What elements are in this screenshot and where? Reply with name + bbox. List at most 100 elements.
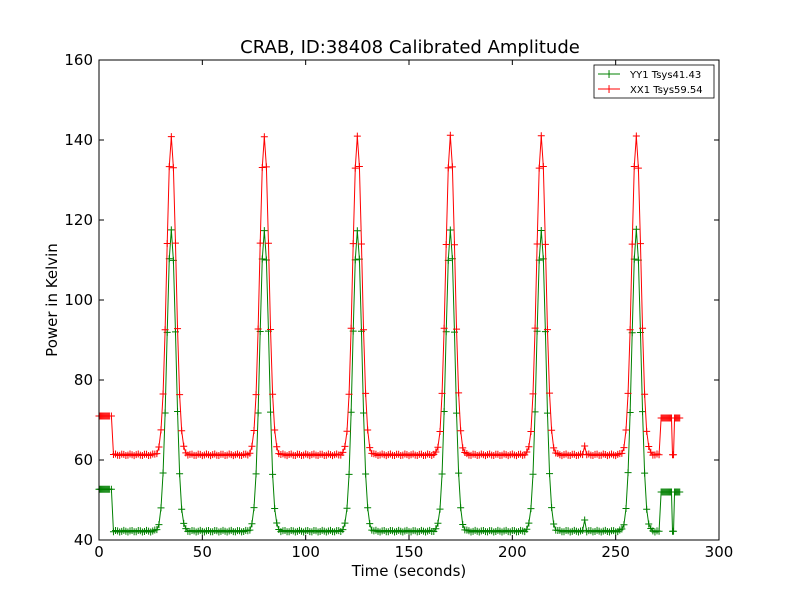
legend-marker-xx1: + [604,82,614,96]
data-point [254,325,262,333]
data-point [618,449,626,457]
x-tick-label: 200 [498,543,527,561]
data-point [360,326,368,334]
data-point [159,469,167,477]
data-point [262,163,270,171]
data-point [622,426,630,434]
data-point [176,391,184,399]
data-point [620,444,628,452]
data-point [543,409,551,417]
data-point [543,326,551,334]
data-point [178,427,186,435]
data-point [442,240,450,248]
data-point [153,526,161,534]
data-point [655,527,663,535]
data-point [655,451,663,459]
data-point [645,520,653,528]
data-point [157,426,165,434]
data-point [618,525,626,533]
data-point [453,325,461,333]
data-point [343,427,351,435]
data-point [550,520,558,528]
data-point [670,527,678,535]
data-point [626,326,634,334]
data-point [630,162,638,170]
data-point [107,485,115,493]
data-point [180,519,188,527]
y-tick-label: 80 [74,371,93,389]
ticks-layer: 0 50 100 150 200 250 300 40 60 80 100 120 140 160 [64,51,733,561]
x-tick-label: 50 [193,543,212,561]
data-point [531,408,539,416]
y-tick-label: 140 [64,131,93,149]
legend: + YY1 Tsys41.43 + XX1 Tsys59.54 [593,64,715,99]
data-point [345,470,353,478]
data-point [581,516,589,524]
data-point [438,470,446,478]
data-point [343,504,351,512]
data-point [176,470,184,478]
data-point [267,408,275,416]
data-point [260,227,268,235]
data-point [364,426,372,434]
data-point [548,504,556,512]
data-point [529,470,537,478]
data-point [444,164,452,172]
data-point [362,389,370,397]
data-point [525,519,533,527]
data-point [641,390,649,398]
data-point [624,389,632,397]
data-point [345,390,353,398]
data-point [453,409,461,417]
data-point [632,132,640,140]
data-point [252,470,260,478]
data-point [676,488,684,496]
data-point [632,225,640,233]
data-point [341,519,349,527]
data-point [351,164,359,172]
data-point [455,389,463,397]
data-point [258,163,266,171]
data-point [165,163,173,171]
chart-title: CRAB, ID:38408 Calibrated Amplitude [240,37,580,58]
data-point [450,241,458,249]
data-point [434,443,442,451]
data-point [541,240,549,248]
y-tick-label: 60 [74,451,93,469]
series-markers-xx1 [95,131,684,460]
data-point [180,442,188,450]
data-point [457,504,465,512]
data-point [459,444,467,452]
data-point [432,525,440,533]
data-point [523,525,531,533]
data-point [250,426,258,434]
data-point [432,448,440,456]
data-point [339,448,347,456]
y-axis-label: Power in Kelvin [43,243,61,357]
x-axis-label: Time (seconds) [351,562,467,580]
legend-marker-yy1: + [604,67,614,81]
x-tick-label: 300 [705,543,734,561]
data-point [550,444,558,452]
y-tick-label: 120 [64,211,93,229]
data-point [581,442,589,450]
data-point [163,239,171,247]
data-point [366,520,374,528]
data-point [639,408,647,416]
data-point [269,470,277,478]
data-point [546,389,554,397]
data-point [349,240,357,248]
data-point [436,505,444,513]
data-point [248,442,256,450]
data-point [357,240,365,248]
data-point [533,240,541,248]
data-point [459,520,467,528]
data-point [362,470,370,478]
data-point [624,469,632,477]
data-point [155,443,163,451]
x-tick-label: 100 [291,543,320,561]
legend-label-yy1: YY1 Tsys41.43 [629,70,701,81]
data-point [271,504,279,512]
data-point [537,132,545,140]
